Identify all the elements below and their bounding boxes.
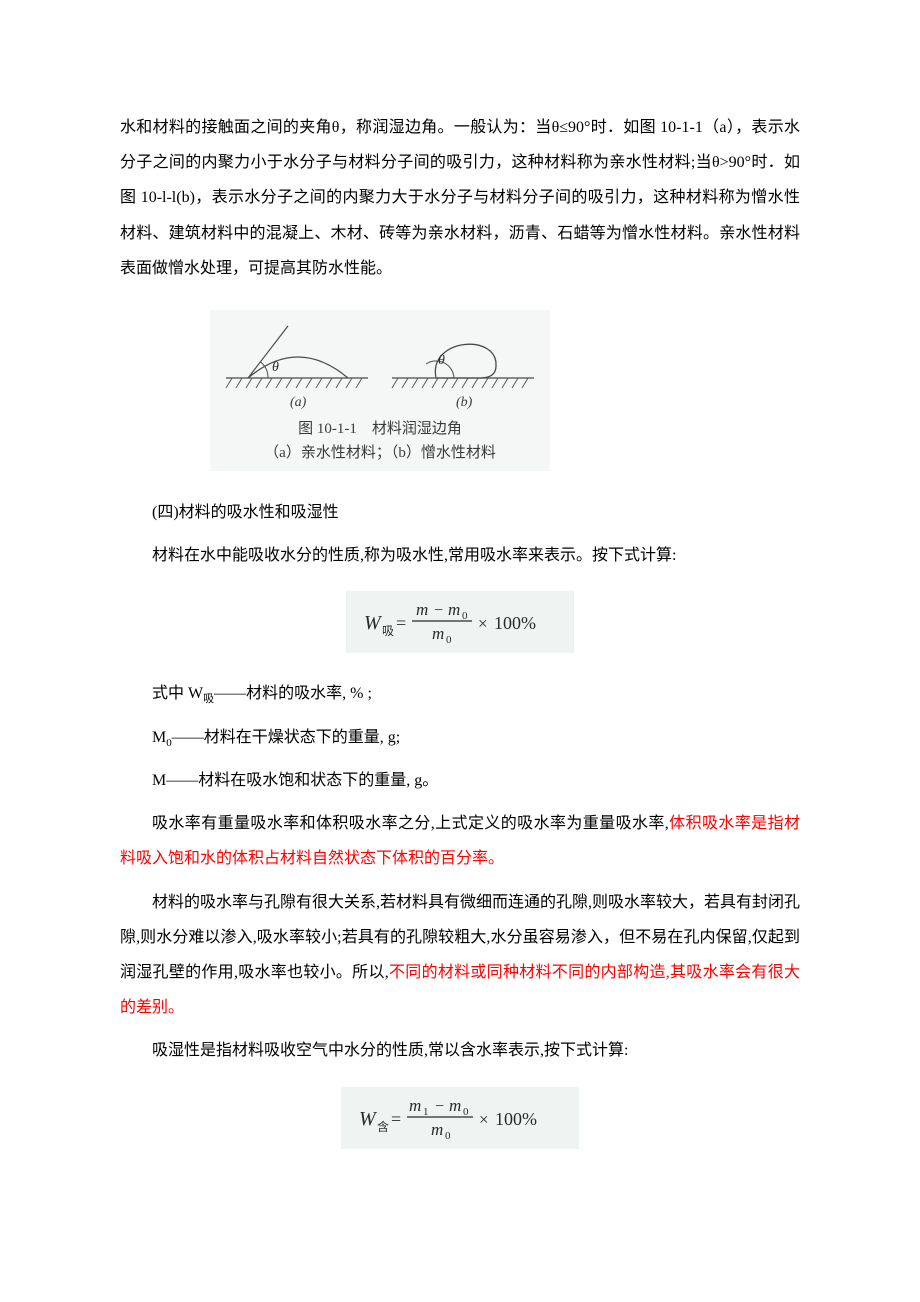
figure-caption-line2: （a）亲水性材料；（b）憎水性材料 [218, 441, 542, 465]
svg-text:=: = [396, 613, 406, 633]
theta-label-a: θ [272, 360, 279, 375]
svg-text:m: m [449, 1096, 461, 1115]
svg-text:m: m [431, 1120, 443, 1139]
svg-text:m: m [416, 600, 428, 619]
svg-text:W: W [359, 1108, 378, 1130]
panel-b: θ (b) [392, 344, 534, 410]
svg-text:含: 含 [377, 1119, 389, 1134]
panel-a-label: (a) [290, 395, 307, 410]
paragraph-1: 水和材料的接触面之间的夹角θ，称润湿边角。一般认为：当θ≤90°时．如图 10-… [120, 110, 800, 286]
figure-10-1-1: θ (a) [210, 310, 550, 471]
paragraph-6: M——材料在吸水饱和状态下的重量, g。 [120, 763, 800, 798]
panel-b-label: (b) [456, 395, 473, 410]
p5-rest: ——材料在干燥状态下的重量, g; [172, 729, 400, 746]
panel-a: θ (a) [226, 326, 368, 410]
paragraph-5: M0——材料在干燥状态下的重量, g; [120, 720, 800, 755]
svg-text:吸: 吸 [382, 624, 394, 638]
svg-text:W: W [364, 612, 383, 634]
p7-a: 吸水率有重量吸水率和体积吸水率之分,上式定义的吸水率为重量吸水率, [152, 815, 669, 832]
formula-2: W 含 = m 1 − m 0 m 0 × 100% [341, 1087, 579, 1149]
formula-2-block: W 含 = m 1 − m 0 m 0 × 100% [120, 1087, 800, 1154]
p4-prefix: 式中 W [152, 685, 203, 702]
theta-label-b: θ [438, 353, 445, 368]
heading-4: (四)材料的吸水性和吸湿性 [120, 495, 800, 530]
figure-caption: 图 10-1-1 材料润湿边角 （a）亲水性材料；（b）憎水性材料 [218, 417, 542, 465]
svg-text:m: m [448, 600, 460, 619]
formula-1: W 吸 = m − m 0 m 0 × 100% [346, 591, 574, 653]
svg-text:−: − [435, 1098, 444, 1115]
svg-text:1: 1 [423, 1106, 429, 1118]
svg-text:m: m [409, 1096, 421, 1115]
p4-sub: 吸 [203, 694, 214, 706]
wetting-angle-diagram: θ (a) [218, 318, 542, 413]
figure-caption-line1: 图 10-1-1 材料润湿边角 [218, 417, 542, 441]
paragraph-4: 式中 W吸——材料的吸水率, % ; [120, 676, 800, 711]
paragraph-8: 材料的吸水率与孔隙有很大关系,若材料具有微细而连通的孔隙,则吸水率较大，若具有封… [120, 885, 800, 1026]
svg-text:=: = [391, 1109, 401, 1129]
svg-text:100%: 100% [495, 1109, 537, 1129]
svg-text:100%: 100% [494, 613, 536, 633]
document-page: 水和材料的接触面之间的夹角θ，称润湿边角。一般认为：当θ≤90°时．如图 10-… [0, 0, 920, 1232]
svg-text:0: 0 [446, 634, 452, 645]
svg-text:m: m [432, 624, 444, 643]
paragraph-3: 材料在水中能吸收水分的性质,称为吸水性,常用吸水率来表示。按下式计算: [120, 538, 800, 573]
p4-rest: ——材料的吸水率, % ; [214, 685, 372, 702]
p5-prefix: M [152, 729, 166, 746]
svg-text:×: × [478, 614, 488, 633]
svg-text:−: − [434, 602, 443, 619]
paragraph-7: 吸水率有重量吸水率和体积吸水率之分,上式定义的吸水率为重量吸水率,体积吸水率是指… [120, 806, 800, 876]
paragraph-9: 吸湿性是指材料吸收空气中水分的性质,常以含水率表示,按下式计算: [120, 1033, 800, 1068]
svg-text:0: 0 [463, 1106, 469, 1118]
svg-text:0: 0 [462, 610, 468, 622]
svg-text:×: × [479, 1110, 489, 1129]
svg-text:0: 0 [445, 1130, 451, 1141]
formula-1-block: W 吸 = m − m 0 m 0 × 100% [120, 591, 800, 658]
